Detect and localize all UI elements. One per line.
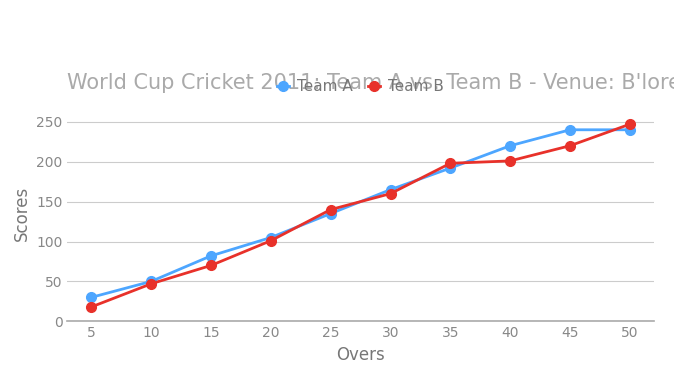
Team A [566, 127, 574, 132]
Team B [386, 191, 394, 196]
Team A [327, 211, 335, 216]
Text: World Cup Cricket 2011: Team A vs. Team B - Venue: B'lore: World Cup Cricket 2011: Team A vs. Team … [67, 73, 674, 93]
Team A [386, 187, 394, 192]
Legend: Team A, Team B: Team A, Team B [277, 79, 444, 94]
Team B [506, 159, 514, 163]
Team A [446, 166, 454, 170]
Team B [267, 239, 275, 243]
Line: Team B: Team B [86, 119, 635, 312]
Line: Team A: Team A [86, 125, 635, 302]
Team B [147, 282, 155, 286]
Team B [625, 122, 634, 127]
Team A [267, 235, 275, 240]
Y-axis label: Scores: Scores [13, 186, 30, 241]
Team B [327, 207, 335, 212]
Team B [88, 305, 96, 309]
Team A [625, 127, 634, 132]
Team A [207, 254, 215, 258]
X-axis label: Overs: Overs [336, 346, 385, 364]
Team A [147, 279, 155, 284]
Team A [506, 144, 514, 148]
Team B [446, 161, 454, 166]
Team B [566, 144, 574, 148]
Team B [207, 263, 215, 268]
Team A [88, 295, 96, 300]
